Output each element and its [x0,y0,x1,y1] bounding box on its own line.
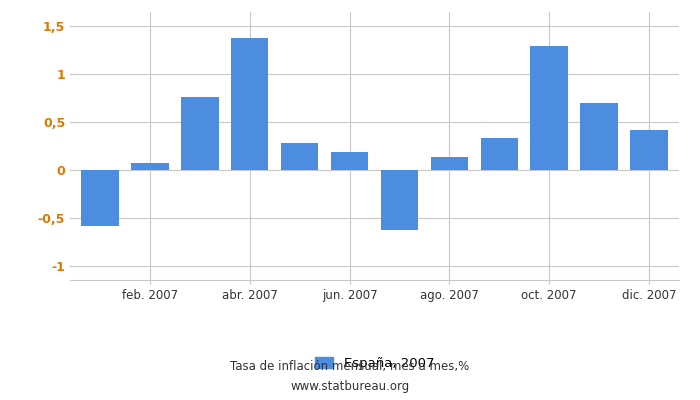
Text: Tasa de inflación mensual, mes a mes,%: Tasa de inflación mensual, mes a mes,% [230,360,470,373]
Bar [81,170,119,226]
Bar [131,163,169,170]
Bar [481,138,518,170]
Legend: España, 2007: España, 2007 [309,351,440,375]
Bar [181,97,218,170]
Bar [231,38,268,170]
Text: www.statbureau.org: www.statbureau.org [290,380,410,393]
Bar [580,103,618,170]
Bar [381,170,418,230]
Bar [331,152,368,170]
Bar [630,130,668,170]
Bar [281,143,318,170]
Bar [430,156,468,170]
Bar [531,46,568,170]
